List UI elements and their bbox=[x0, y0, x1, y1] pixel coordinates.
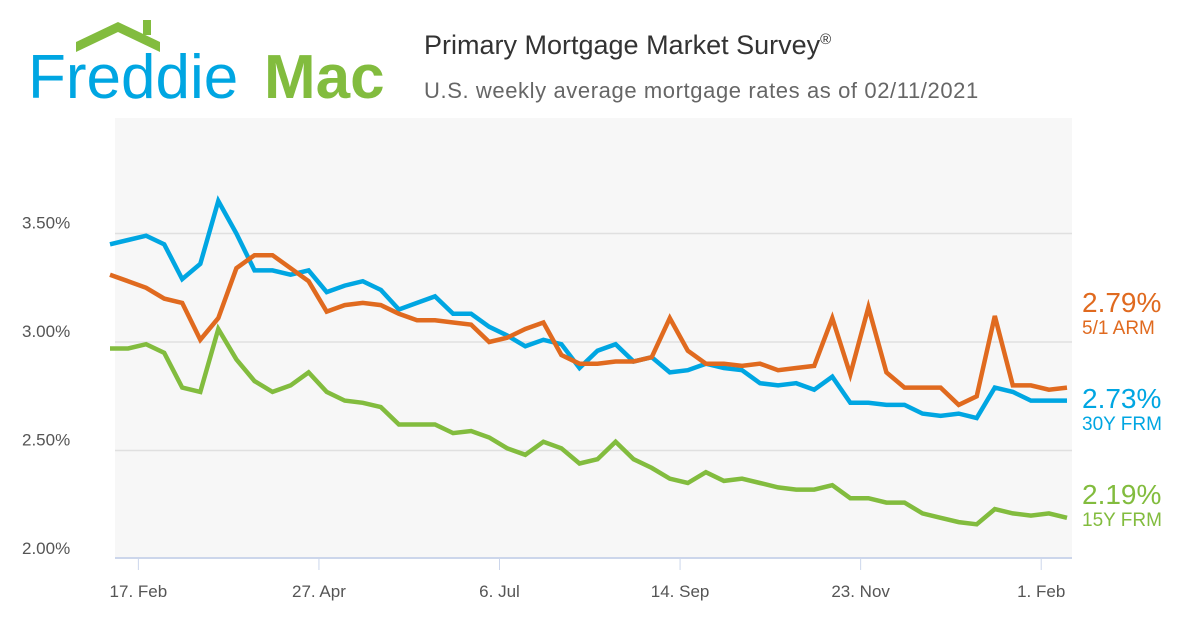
frm30-series-name: 30Y FRM bbox=[1082, 414, 1162, 435]
arm-series-name: 5/1 ARM bbox=[1082, 318, 1155, 339]
arm-series-line bbox=[109, 252, 1068, 408]
registered-mark: ® bbox=[820, 31, 832, 48]
frm15-end-label: 2.19% 15Y FRM bbox=[1082, 480, 1162, 532]
frm30-series-line bbox=[109, 195, 1067, 421]
frm15-series-name: 15Y FRM bbox=[1082, 510, 1162, 531]
x-tick-label: 17. Feb bbox=[110, 582, 168, 601]
x-tick-label: 14. Sep bbox=[651, 582, 710, 601]
arm-end-label: 2.79% 5/1 ARM bbox=[1082, 288, 1161, 340]
frm30-end-label: 2.73% 30Y FRM bbox=[1082, 384, 1162, 436]
plot-area bbox=[115, 118, 1072, 558]
frm30-last-value: 2.73% bbox=[1082, 383, 1162, 414]
y-tick-label: 3.00% bbox=[22, 322, 70, 341]
frm15-series-line bbox=[110, 323, 1068, 527]
y-tick-label: 3.50% bbox=[22, 214, 70, 233]
x-tick-label: 1. Feb bbox=[1017, 582, 1065, 601]
y-tick-label: 2.50% bbox=[22, 431, 70, 450]
x-tick-label: 27. Apr bbox=[292, 582, 346, 601]
x-tick-label: 6. Jul bbox=[479, 582, 520, 601]
chart-title: Primary Mortgage Market Survey® bbox=[424, 30, 832, 60]
frm15-last-value: 2.19% bbox=[1082, 479, 1162, 510]
x-tick-label: 23. Nov bbox=[831, 582, 890, 601]
y-tick-label: 2.00% bbox=[22, 539, 70, 558]
chart-subtitle: U.S. weekly average mortgage rates as of… bbox=[424, 78, 979, 103]
freddie-mac-logo: Freddie Mac bbox=[28, 20, 388, 112]
arm-last-value: 2.79% bbox=[1082, 287, 1162, 318]
